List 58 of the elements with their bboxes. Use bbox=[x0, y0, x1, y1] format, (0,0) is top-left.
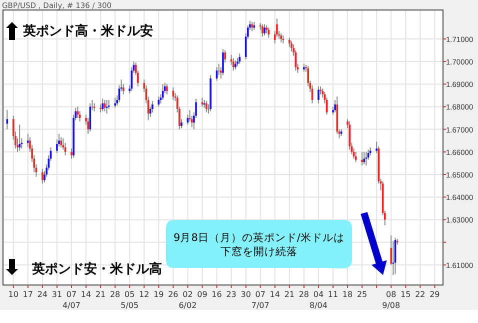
x-tick-label: 12 bbox=[139, 290, 150, 299]
candlestick bbox=[290, 40, 292, 52]
candlestick bbox=[264, 24, 266, 36]
candlestick bbox=[102, 98, 104, 112]
x-tick-label: 14 bbox=[80, 290, 92, 299]
x-tick-label: 11 bbox=[328, 290, 338, 299]
candlestick bbox=[60, 136, 62, 148]
annotation: 英ポンド高・米ドル安 bbox=[22, 23, 153, 39]
x-tick-label: 07 4/07 bbox=[62, 290, 80, 310]
candlestick bbox=[114, 97, 116, 108]
candlestick bbox=[288, 37, 290, 48]
x-tick-label: 25 bbox=[356, 290, 368, 299]
x-tick-label: 28 bbox=[110, 290, 120, 299]
x-tick-label: 14 bbox=[270, 290, 280, 299]
x-tick-label: 26 bbox=[168, 290, 178, 299]
candlestick bbox=[363, 151, 366, 165]
candlestick bbox=[205, 100, 208, 113]
x-tick-label: 28 bbox=[298, 290, 310, 299]
candlestick bbox=[222, 48, 224, 76]
candlestick bbox=[262, 24, 264, 38]
candlestick bbox=[348, 120, 351, 150]
x-tick-label: 09 bbox=[197, 290, 208, 299]
x-tick-label: 04 8/04 bbox=[309, 290, 328, 310]
x-tick-label: 08 9/08 bbox=[382, 290, 400, 310]
x-tick-label: 19 bbox=[154, 290, 164, 299]
candlestick bbox=[238, 53, 241, 64]
candlestick bbox=[27, 133, 29, 148]
x-tick-label: 07 7/07 bbox=[251, 290, 270, 310]
x-tick-label: 21 bbox=[284, 290, 295, 299]
annotation: 英ポンド安・米ドル高 bbox=[31, 261, 162, 277]
candlestick bbox=[166, 84, 168, 95]
x-tick-label: 29 bbox=[430, 290, 440, 299]
x-tick-label: 10 bbox=[8, 290, 18, 299]
x-tick-label: 05 5/05 bbox=[120, 290, 139, 310]
candlestick bbox=[106, 99, 108, 114]
x-tick-label: 22 bbox=[415, 290, 426, 299]
candlestick bbox=[232, 58, 234, 72]
x-tick-label: 23 bbox=[226, 290, 236, 299]
x-tick-label: 02 6/02 bbox=[178, 290, 197, 310]
x-tick-label: 16 bbox=[212, 290, 222, 299]
x-tick-label: 18 bbox=[342, 290, 353, 299]
x-tick-label: 21 bbox=[95, 290, 106, 299]
candlestick bbox=[122, 84, 124, 95]
x-tick-label: 17 bbox=[22, 290, 33, 299]
candlestick bbox=[201, 97, 204, 108]
candlestick bbox=[42, 168, 44, 184]
x-tick-label: 30 bbox=[240, 290, 251, 299]
x-tick-label: 24 bbox=[37, 290, 48, 299]
candlestick bbox=[18, 124, 21, 152]
candlestick bbox=[318, 86, 320, 104]
candlestick bbox=[152, 100, 154, 113]
candlestick bbox=[280, 32, 282, 43]
candlestick bbox=[251, 21, 253, 32]
x-tick-label: 31 bbox=[52, 290, 62, 299]
candlestick bbox=[234, 60, 236, 70]
x-tick-label: 15 bbox=[400, 290, 411, 299]
annotation: 9月8日（月）の英ポンド/米ドルは下窓を開け続落 bbox=[174, 231, 344, 258]
candlestick bbox=[361, 151, 363, 166]
